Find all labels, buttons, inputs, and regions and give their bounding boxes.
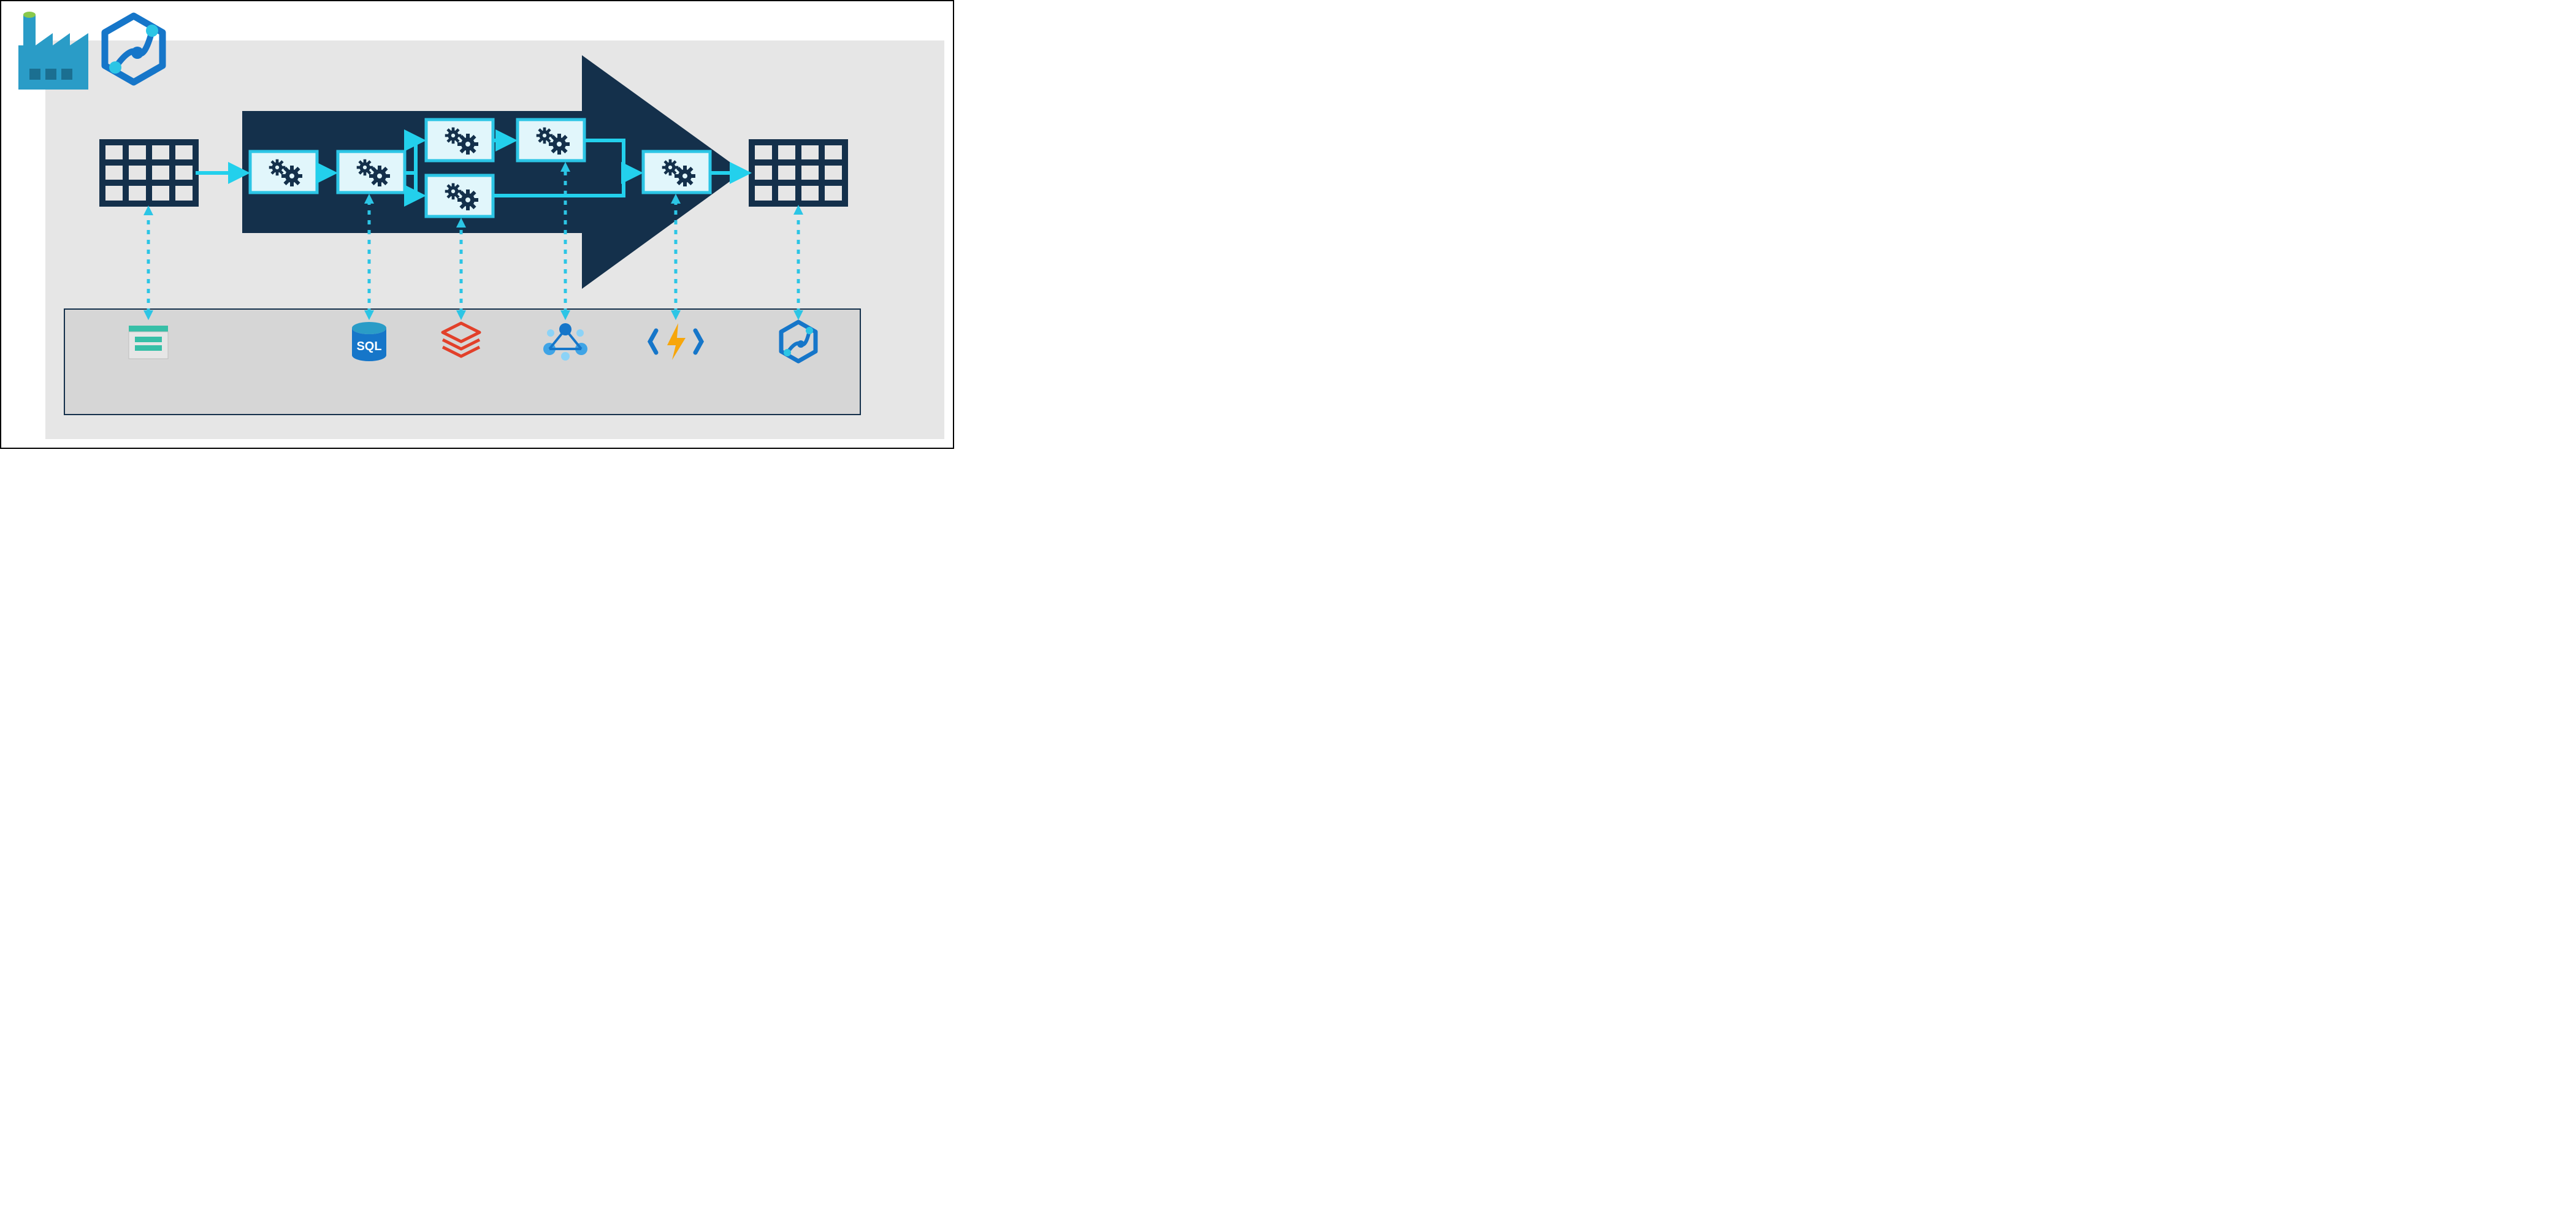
activity-5 (518, 120, 584, 161)
data-factory-icon (18, 12, 88, 90)
diagram-canvas: SQL (1, 1, 955, 450)
activity-4 (426, 175, 493, 216)
sql-icon: SQL (352, 322, 386, 361)
storage-icon (129, 326, 168, 359)
activity-1 (250, 151, 317, 193)
sql-label: SQL (356, 340, 381, 353)
activity-3 (426, 120, 493, 161)
activity-2 (338, 151, 405, 193)
activity-6 (643, 151, 710, 193)
diagram-frame: Pipeline Activities Input dataset Output… (0, 0, 954, 449)
